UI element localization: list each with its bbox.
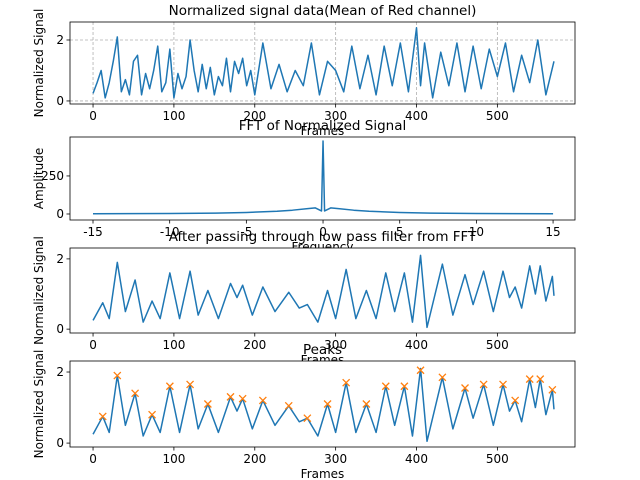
y-tick-label: 250 [41, 169, 64, 183]
x-tick-label: 100 [162, 338, 185, 352]
peak-marker [461, 384, 469, 392]
peak-marker [186, 380, 195, 389]
axes-background [70, 248, 575, 333]
x-tick-label: -5 [240, 225, 252, 239]
signal-line [92, 27, 555, 99]
y-tick-label: 0 [56, 322, 64, 336]
peak-marker [303, 414, 312, 423]
x-tick-label: 500 [486, 338, 509, 352]
plot-area [92, 27, 555, 99]
peak-marker [113, 371, 122, 380]
chart-title: Peaks [303, 342, 342, 358]
x-tick-label: 400 [405, 109, 428, 123]
y-axis-label: Amplitude [32, 148, 46, 210]
x-tick-label: 300 [324, 109, 347, 123]
signal-line [92, 254, 555, 329]
axes-background [70, 22, 575, 104]
chart-title: Normalized signal data(Mean of Red chann… [169, 3, 477, 19]
peak-marker [284, 401, 293, 410]
x-axis-label: Frames [301, 124, 345, 138]
y-axis-label: Normalized Signal [32, 350, 46, 459]
axes-frame [69, 247, 576, 334]
peak-marker [362, 400, 371, 408]
y-axis-label: Normalized Signal [32, 236, 46, 345]
axes-frame [69, 360, 576, 448]
peak-marker [238, 394, 247, 403]
peak-marker [548, 385, 557, 394]
x-tick-label: 100 [162, 452, 185, 466]
y-tick-label: 0 [56, 94, 64, 108]
peak-marker [416, 366, 425, 375]
peak-marker [400, 382, 409, 391]
axes-frame [69, 21, 576, 105]
peak-marker [98, 412, 107, 421]
x-tick-label: -15 [83, 225, 103, 239]
x-tick-label: 200 [243, 338, 266, 352]
axes-frame [69, 136, 576, 221]
chart-title: FFT of Normalized Signal [239, 118, 406, 134]
peak-marker [226, 392, 235, 401]
x-tick-label: 200 [243, 109, 266, 123]
plot-area [92, 254, 555, 329]
peak-marker [148, 410, 157, 419]
x-tick-label: 300 [324, 338, 347, 352]
chart-title: After passing through low pass filter fr… [169, 229, 477, 245]
signal-line [92, 367, 555, 443]
peak-marker [323, 400, 332, 408]
x-tick-label: 300 [324, 452, 347, 466]
plot-area [92, 140, 554, 215]
x-tick-label: 15 [545, 225, 560, 239]
x-tick-label: 200 [243, 452, 266, 466]
x-tick-label: 10 [469, 225, 484, 239]
y-axis-label: Normalized Signal [32, 9, 46, 118]
y-tick-label: 0 [56, 207, 64, 221]
plot-area [92, 366, 557, 443]
peak-marker [342, 378, 351, 387]
x-tick-label: 5 [396, 225, 404, 239]
peak-marker [499, 380, 507, 389]
x-tick-label: 400 [405, 452, 428, 466]
peak-marker [438, 373, 447, 382]
signal-line [92, 140, 554, 215]
y-tick-label: 2 [56, 365, 64, 379]
x-tick-label: 0 [89, 109, 97, 123]
y-tick-label: 2 [56, 33, 64, 47]
peak-marker [479, 380, 488, 389]
peak-marker [203, 400, 212, 408]
x-axis-label: Frames [301, 467, 345, 480]
axes-background [70, 361, 575, 447]
peak-marker [258, 396, 267, 405]
peak-marker [381, 382, 390, 391]
y-tick-label: 0 [56, 436, 64, 450]
y-tick-label: 2 [56, 252, 64, 266]
x-tick-label: 0 [89, 338, 97, 352]
peak-marker [525, 375, 534, 384]
x-tick-label: -10 [160, 225, 180, 239]
x-tick-label: 500 [486, 452, 509, 466]
peak-marker [511, 396, 520, 405]
peak-marker [165, 382, 174, 391]
x-tick-label: 100 [162, 109, 185, 123]
x-tick-label: 0 [319, 225, 327, 239]
peak-marker [536, 375, 545, 384]
x-tick-label: 0 [89, 452, 97, 466]
x-tick-label: 500 [486, 109, 509, 123]
x-tick-label: 400 [405, 338, 428, 352]
peak-marker [131, 389, 140, 398]
